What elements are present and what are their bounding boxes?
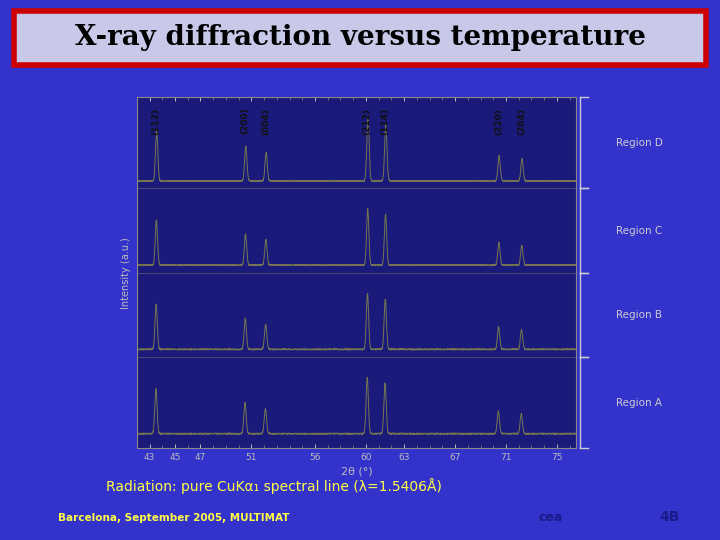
Text: X-ray diffraction versus temperature: X-ray diffraction versus temperature: [74, 24, 646, 51]
Text: Region B: Region B: [616, 310, 662, 320]
Text: (220): (220): [494, 108, 503, 134]
Y-axis label: Intensity (a.u.): Intensity (a.u.): [121, 237, 131, 308]
Text: Barcelona, September 2005, MULTIMAT: Barcelona, September 2005, MULTIMAT: [58, 514, 289, 523]
Text: (204): (204): [517, 108, 526, 135]
Text: Region C: Region C: [616, 226, 662, 235]
X-axis label: 2θ (°): 2θ (°): [341, 466, 372, 476]
Text: Radiation: pure CuKα₁ spectral line (λ=1.5406Å): Radiation: pure CuKα₁ spectral line (λ=1…: [106, 478, 441, 494]
Text: (200): (200): [240, 108, 250, 134]
Text: cea: cea: [539, 510, 563, 524]
Text: Region D: Region D: [616, 138, 662, 148]
FancyBboxPatch shape: [14, 11, 706, 64]
Text: (112): (112): [151, 108, 161, 135]
Text: (212): (212): [363, 108, 372, 135]
Text: (114): (114): [381, 108, 390, 135]
Text: (004): (004): [261, 108, 270, 134]
Text: Region A: Region A: [616, 397, 662, 408]
Text: 4B: 4B: [660, 510, 680, 524]
